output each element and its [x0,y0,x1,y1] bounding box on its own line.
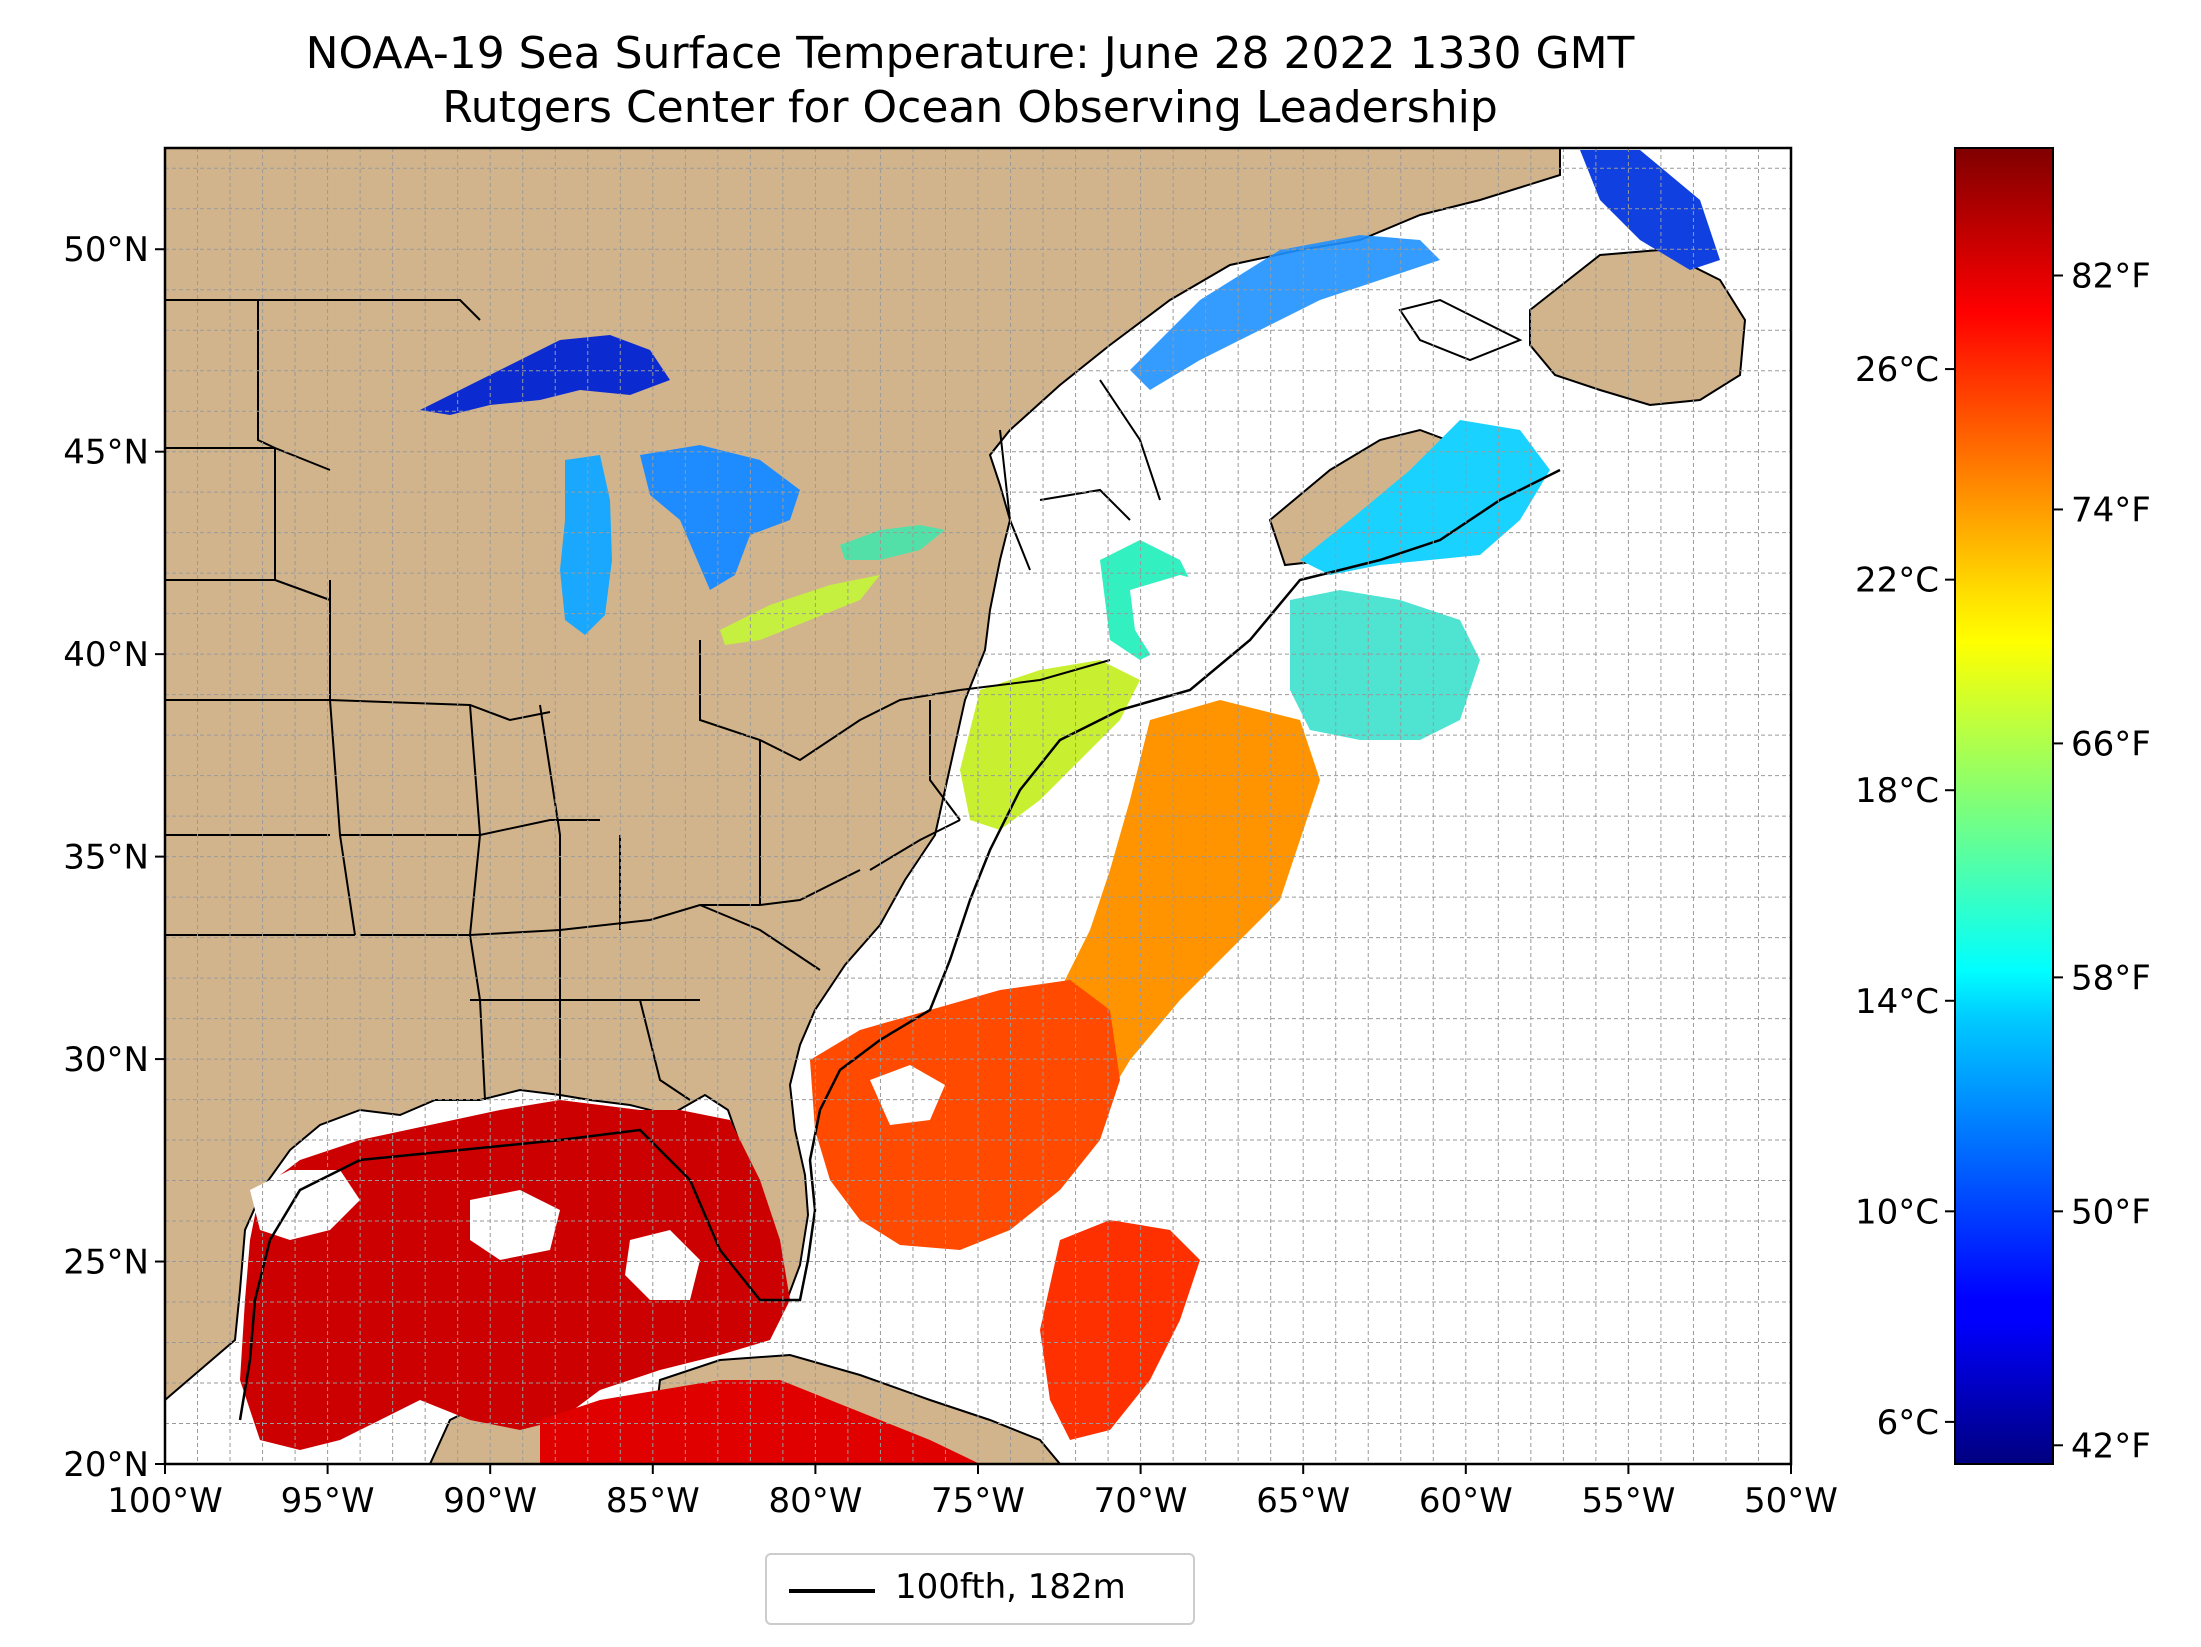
lake-michigan [560,455,612,635]
georges-bank-sst [1290,590,1480,740]
gulf-cloud-gap-1 [250,1170,360,1240]
lon-tick-label: 50°W [1744,1481,1838,1521]
fahrenheit-tick-label: 74°F [2071,490,2151,530]
north-america-land [165,148,1561,1402]
lake-superior [420,335,670,415]
lon-tick-label: 65°W [1256,1481,1350,1521]
gridlines [165,148,1791,1464]
legend: 100fth, 182m [765,1553,1195,1625]
sargasso-sst [810,980,1120,1250]
lon-tick-label: 100°W [107,1481,223,1521]
isobath-100fth [238,468,1561,1421]
lat-tick-label: 20°N [63,1445,149,1485]
lat-tick-label: 25°N [63,1243,149,1283]
longitude-axis: 100°W 95°W 90°W 85°W 80°W 75°W 70°W 65°W 60°W 55°… [107,1464,1838,1521]
gulf-stlawrence-sst [1130,235,1440,390]
atlantic-cloud-gap-2 [870,1065,945,1125]
lon-tick-label: 80°W [768,1481,862,1521]
fahrenheit-tick-label: 58°F [2071,958,2151,998]
lat-tick-label: 45°N [63,433,149,473]
celsius-tick-label: 18°C [1855,771,1939,811]
colorbar [1954,147,2054,1465]
state-borders [165,299,1161,1101]
isobath-100fth-labrador [1398,298,1523,362]
celsius-tick-label: 26°C [1855,350,1939,390]
gulf-cloud-gap-2 [470,1190,560,1260]
lon-tick-label: 70°W [1094,1481,1188,1521]
chart-subtitle: Rutgers Center for Ocean Observing Leade… [442,82,1498,133]
newfoundland-land [1529,248,1747,407]
scotian-shelf-sst [1300,420,1550,575]
fahrenheit-tick-label: 50°F [2071,1192,2151,1232]
lon-tick-label: 75°W [931,1481,1025,1521]
labrador-sst [1580,150,1720,270]
lat-tick-label: 35°N [63,838,149,878]
legend-isobath-line [789,1589,875,1593]
lon-tick-label: 90°W [443,1481,537,1521]
celsius-tick-label: 6°C [1877,1403,1939,1443]
lon-tick-label: 95°W [281,1481,375,1521]
caribbean-sst [540,1380,980,1464]
lon-tick-label: 85°W [606,1481,700,1521]
lon-tick-label: 55°W [1581,1481,1675,1521]
map-layers [165,148,1791,1464]
lake-ontario [840,525,945,560]
legend-label: 100fth, 182m [895,1567,1126,1607]
lake-erie [720,575,880,645]
lat-tick-label: 50°N [63,230,149,270]
mid-atlantic-sst [960,660,1140,830]
lon-tick-label: 60°W [1419,1481,1513,1521]
fahrenheit-tick-label: 42°F [2071,1426,2151,1466]
celsius-tick-label: 14°C [1855,982,1939,1022]
fahrenheit-tick-label: 66°F [2071,724,2151,764]
atlantic-cloud-gap-3 [1130,575,1270,690]
bahamas-sst [1040,1220,1200,1440]
gulf-cloud-gap-3 [625,1230,700,1300]
lake-huron [640,445,800,590]
lat-tick-label: 40°N [63,635,149,675]
atlantic-cloud-gap-1 [1030,800,1110,880]
chart-title: NOAA-19 Sea Surface Temperature: June 28… [305,28,1635,79]
colorbar-celsius-ticks: 26°C 22°C 18°C 14°C 10°C 6°C [1855,350,1955,1443]
latitude-axis: 50°N 45°N 40°N 35°N 30°N 25°N 20°N [63,230,165,1485]
celsius-tick-label: 10°C [1855,1192,1939,1232]
celsius-tick-label: 22°C [1855,561,1939,601]
fahrenheit-tick-label: 82°F [2071,257,2151,297]
colorbar-fahrenheit-ticks: 82°F 74°F 66°F 58°F 50°F 42°F [2053,257,2151,1466]
lat-tick-label: 30°N [63,1040,149,1080]
